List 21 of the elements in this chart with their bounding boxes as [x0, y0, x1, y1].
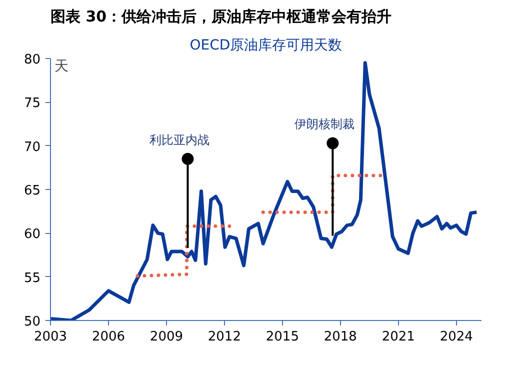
y-tick-label: 70	[24, 140, 41, 155]
chart-subtitle: OECD原油库存可用天数	[190, 38, 342, 54]
x-tick-label: 2015	[266, 330, 299, 344]
y-tick-label: 65	[24, 184, 41, 198]
chart-title: 图表 30：供给冲击后，原油库存中枢通常会有抬升	[50, 8, 392, 26]
x-tick-label: 2021	[382, 330, 415, 344]
y-axis-title: 天	[54, 58, 68, 74]
annotation: 伊朗核制裁	[294, 117, 355, 132]
y-tick-label: 80	[24, 52, 41, 68]
x-tick-label: 2024	[440, 330, 473, 344]
y-tick-label: 60	[24, 227, 41, 242]
y-tick-label: 75	[24, 96, 41, 112]
x-tick-label: 2006	[92, 330, 126, 344]
y-tick-label: 50	[24, 314, 41, 330]
annotation: 利比亚内战	[150, 132, 210, 147]
x-tick-label: 2018	[324, 330, 357, 344]
x-tick-label: 2012	[208, 330, 241, 344]
line-series	[50, 61, 478, 320]
x-tick-label: 2003	[34, 330, 68, 344]
y-tick-label: 55	[24, 270, 41, 286]
x-tick-label: 2009	[150, 330, 184, 344]
